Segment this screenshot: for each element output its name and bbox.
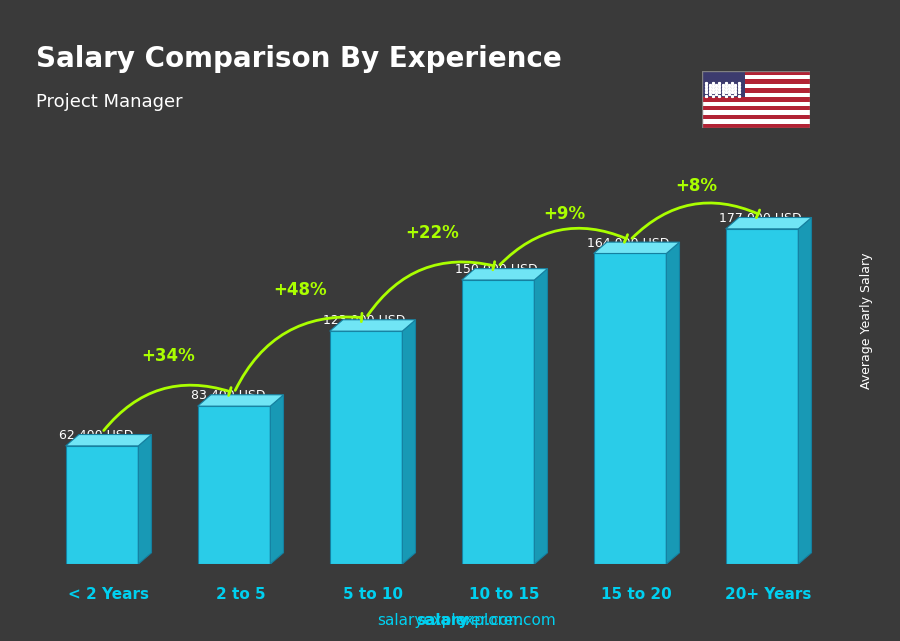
Text: 5 to 10: 5 to 10	[343, 587, 402, 602]
Polygon shape	[198, 395, 284, 406]
Bar	[702, 101, 810, 106]
Bar	[702, 119, 810, 124]
Bar	[702, 79, 810, 84]
Bar	[702, 93, 810, 97]
Text: +22%: +22%	[405, 224, 459, 242]
Text: Average Yearly Salary: Average Yearly Salary	[860, 253, 873, 388]
Polygon shape	[66, 435, 151, 446]
Text: salaryexplorer.com: salaryexplorer.com	[377, 613, 523, 628]
Polygon shape	[594, 253, 666, 564]
Text: 10 to 15: 10 to 15	[470, 587, 540, 602]
Text: +48%: +48%	[274, 281, 327, 299]
Polygon shape	[725, 217, 812, 229]
Polygon shape	[535, 269, 547, 564]
Text: 20+ Years: 20+ Years	[725, 587, 812, 602]
Text: explorer.com: explorer.com	[456, 613, 556, 628]
Text: +34%: +34%	[141, 347, 195, 365]
Polygon shape	[402, 320, 416, 564]
Text: 2 to 5: 2 to 5	[216, 587, 266, 602]
Text: 164,000 USD: 164,000 USD	[587, 237, 670, 250]
Bar	[702, 124, 810, 128]
Polygon shape	[329, 331, 402, 564]
Polygon shape	[666, 242, 680, 564]
Bar	[702, 97, 810, 101]
Bar	[702, 110, 810, 115]
Polygon shape	[139, 435, 151, 564]
Text: +8%: +8%	[675, 177, 717, 195]
Text: < 2 Years: < 2 Years	[68, 587, 149, 602]
Polygon shape	[798, 217, 812, 564]
Bar	[702, 88, 810, 93]
Polygon shape	[462, 269, 547, 280]
Bar	[702, 115, 810, 119]
Polygon shape	[66, 446, 139, 564]
Text: Salary Comparison By Experience: Salary Comparison By Experience	[36, 45, 562, 73]
Text: 177,000 USD: 177,000 USD	[719, 212, 802, 225]
Bar	[702, 71, 810, 75]
Bar	[702, 71, 745, 97]
Text: Project Manager: Project Manager	[36, 93, 183, 111]
Polygon shape	[198, 406, 270, 564]
Text: +9%: +9%	[543, 205, 585, 223]
Text: 123,000 USD: 123,000 USD	[323, 314, 406, 328]
Text: 150,000 USD: 150,000 USD	[455, 263, 537, 276]
Polygon shape	[462, 280, 535, 564]
Polygon shape	[329, 320, 416, 331]
Text: 15 to 20: 15 to 20	[601, 587, 672, 602]
Bar	[702, 106, 810, 110]
Text: 62,400 USD: 62,400 USD	[59, 429, 133, 442]
Text: salary: salary	[417, 613, 469, 628]
Text: 83,400 USD: 83,400 USD	[191, 389, 266, 403]
Polygon shape	[594, 242, 680, 253]
Bar	[702, 75, 810, 79]
Polygon shape	[270, 395, 284, 564]
Polygon shape	[725, 229, 798, 564]
Bar	[702, 84, 810, 88]
